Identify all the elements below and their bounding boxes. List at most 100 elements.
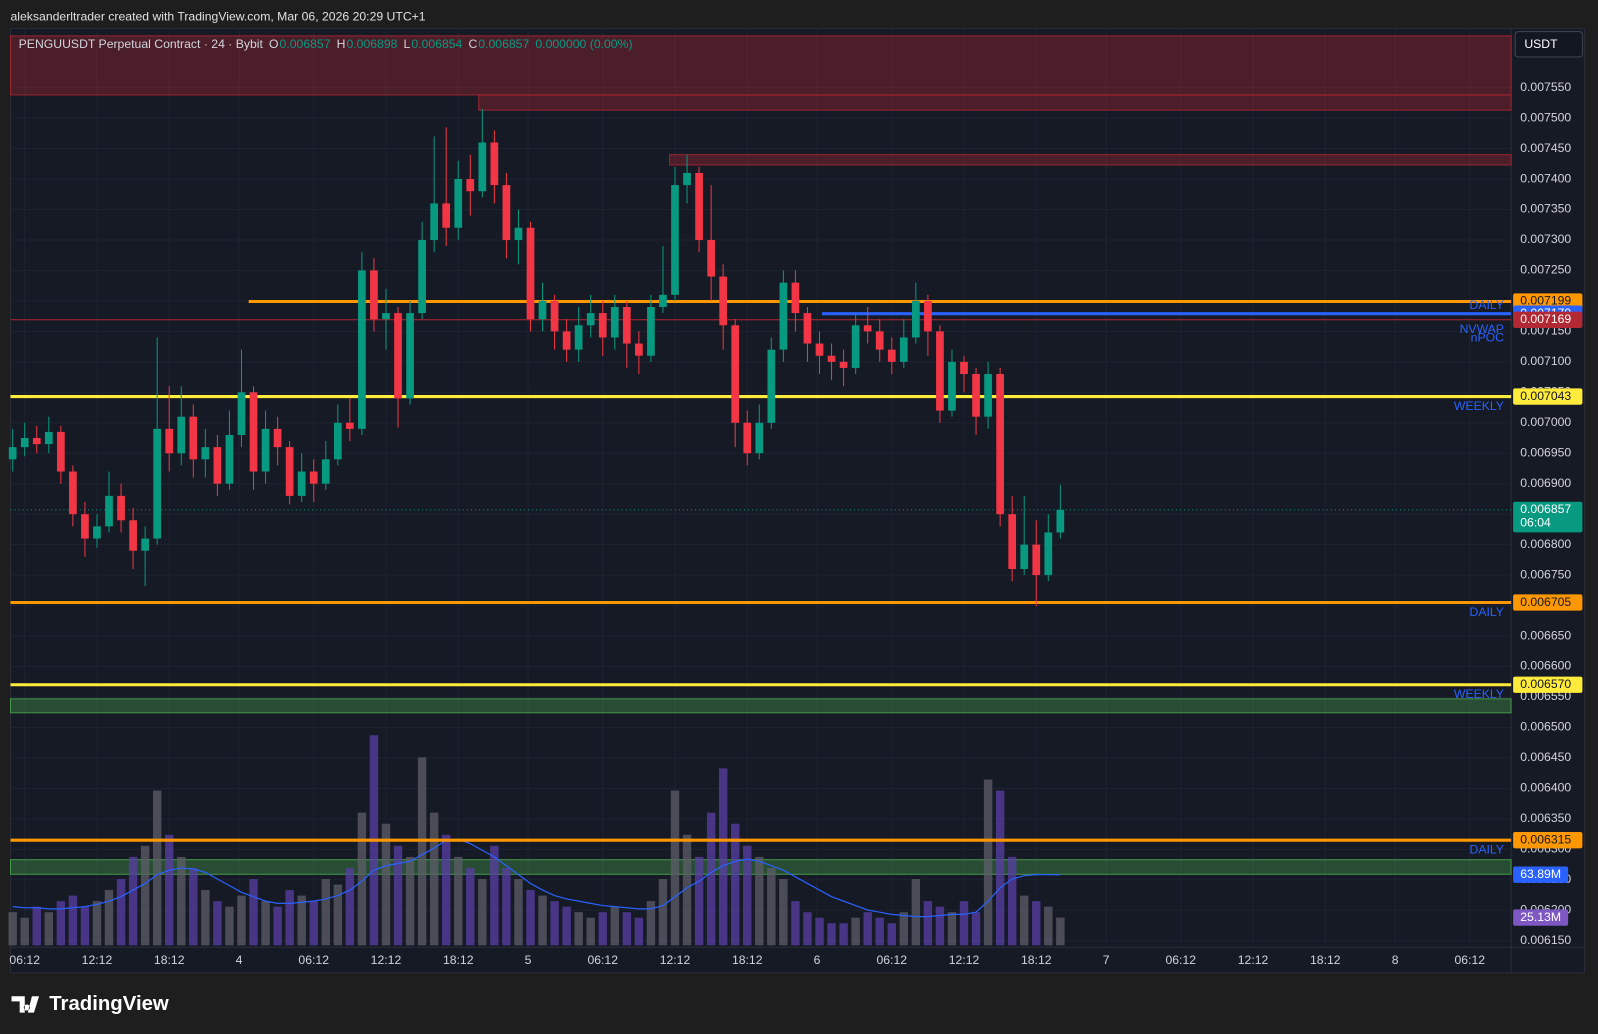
volume-bar <box>189 867 198 946</box>
y-tick-label: 0.006150 <box>1520 933 1571 947</box>
candle-body <box>1056 509 1065 533</box>
x-tick-label: 12:12 <box>82 953 113 967</box>
ohlc-key: H <box>337 37 346 51</box>
volume-bar <box>128 856 138 946</box>
volume-bar <box>935 906 945 946</box>
candle-body <box>984 374 992 417</box>
volume-bar <box>237 895 246 946</box>
candle-body <box>20 438 29 448</box>
candle-body <box>574 325 583 350</box>
candle-body <box>44 431 53 445</box>
y-tick-label: 0.007000 <box>1520 415 1571 429</box>
volume-bar <box>875 917 884 946</box>
candle-body <box>1008 514 1017 570</box>
candle-body <box>418 239 426 314</box>
level-tag: DAILY <box>1470 298 1504 312</box>
volume-bar <box>839 923 848 946</box>
candle-body <box>960 361 968 375</box>
candle-body <box>695 172 703 240</box>
volume-bar <box>454 856 463 946</box>
level-tag: DAILY <box>1470 605 1504 619</box>
volume-bar <box>8 912 17 946</box>
candle-body <box>550 300 559 332</box>
zone <box>10 35 1512 96</box>
x-tick-label: 12:12 <box>660 953 691 967</box>
volume-bar <box>152 790 162 946</box>
candle-body <box>346 422 354 429</box>
candle-body <box>502 185 511 240</box>
ohlc-value: 0.006857 <box>478 37 529 51</box>
candle-body <box>382 313 390 320</box>
volume-bar <box>983 779 993 946</box>
x-tick-label: 4 <box>236 953 243 967</box>
volume-bar <box>706 812 716 946</box>
currency-button[interactable] <box>1514 31 1583 58</box>
volume-bar <box>947 912 957 946</box>
header: aleksanderltrader created with TradingVi… <box>11 10 426 24</box>
candle-body <box>972 374 980 417</box>
volume-bar <box>357 812 367 946</box>
volume-bar <box>429 812 439 946</box>
x-tick-label: 06:12 <box>876 953 907 967</box>
volume-bar <box>80 906 90 946</box>
y-tick-label: 0.006500 <box>1520 720 1571 734</box>
volume-bar <box>502 867 511 946</box>
volume-bar <box>779 879 788 946</box>
volume-bar <box>92 901 102 946</box>
candle-body <box>659 294 667 307</box>
y-tick-label: 0.006950 <box>1520 445 1571 459</box>
volume-bar <box>634 917 644 946</box>
candle-body <box>948 361 956 411</box>
candle-body <box>803 313 812 344</box>
x-tick-label: 12:12 <box>949 953 980 967</box>
volume-bar <box>682 834 692 946</box>
ohlc-key: C <box>468 37 477 51</box>
candle-body <box>93 526 101 539</box>
candle-body <box>851 325 860 368</box>
volume-bar <box>670 790 680 946</box>
volume-bar <box>610 906 620 946</box>
volume-bar <box>538 895 547 946</box>
volume-bar <box>827 923 836 946</box>
volume-bar <box>959 901 969 946</box>
zone <box>10 698 1512 714</box>
volume-bar <box>863 912 872 946</box>
volume-bar <box>694 856 704 946</box>
candle-body <box>442 203 451 228</box>
volume-bar <box>526 890 535 946</box>
candle-body <box>478 142 487 192</box>
ohlc-key: O <box>269 37 279 51</box>
volume-bar <box>646 901 656 946</box>
candle-body <box>358 270 366 429</box>
volume-bar <box>767 867 776 946</box>
candle-body <box>430 203 439 240</box>
volume-bar <box>1032 901 1041 946</box>
candle-body <box>165 428 174 454</box>
candle-body <box>996 374 1004 515</box>
candle-body <box>177 416 186 454</box>
volume-bar <box>466 867 475 946</box>
candle-body <box>141 538 149 551</box>
volume-bar <box>586 917 595 946</box>
candle-body <box>635 343 643 356</box>
y-tick-label: 0.006750 <box>1520 567 1571 581</box>
price-badge-label: 0.006315 <box>1520 832 1571 846</box>
candle-body <box>899 337 908 362</box>
currency[interactable]: USDT <box>1524 37 1558 51</box>
volume-bar <box>755 856 764 946</box>
candle-body <box>394 313 402 399</box>
level-tag: DAILY <box>1470 843 1504 857</box>
y-tick-label: 0.007300 <box>1520 232 1571 246</box>
candle-body <box>683 172 691 186</box>
volume-bar <box>791 901 800 946</box>
y-tick-label: 0.007450 <box>1520 141 1571 155</box>
candle-body <box>610 306 619 338</box>
y-tick-label: 0.007500 <box>1520 110 1571 124</box>
price-badge <box>1513 676 1583 693</box>
volume-bar <box>285 890 294 946</box>
ohlc-legend: O 0.006857 H 0.006898 L 0.006854 C 0.006857 0.00… <box>269 37 633 51</box>
candle-body <box>189 416 198 460</box>
candle-body <box>490 142 499 186</box>
x-tick-label: 06:12 <box>1454 953 1485 967</box>
